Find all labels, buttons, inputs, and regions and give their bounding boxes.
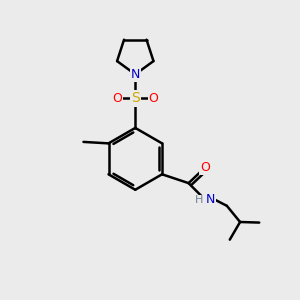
Text: S: S [131, 92, 140, 106]
Text: N: N [206, 193, 215, 206]
Text: O: O [200, 161, 210, 174]
Text: O: O [148, 92, 158, 105]
Text: H: H [195, 196, 204, 206]
Text: O: O [112, 92, 122, 105]
Text: N: N [130, 68, 140, 81]
